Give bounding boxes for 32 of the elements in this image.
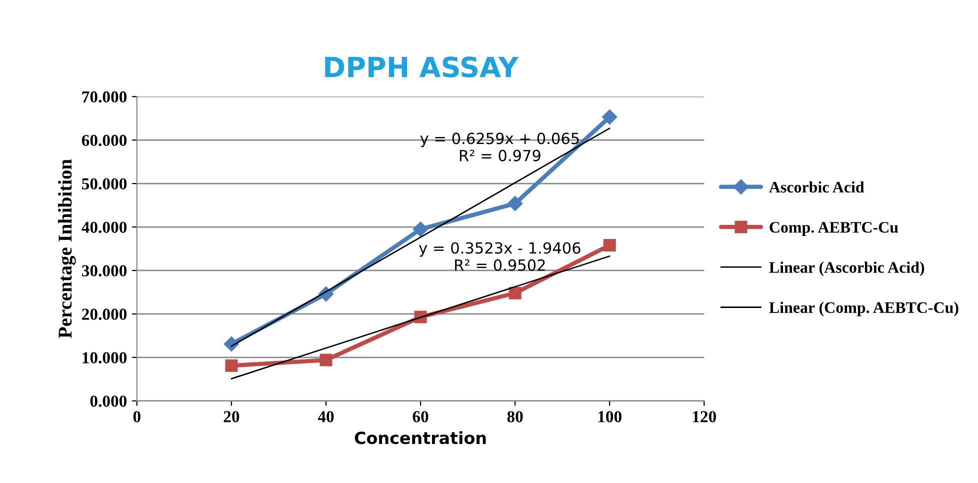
y-tick-label: 10.000 bbox=[82, 352, 127, 364]
legend-label: Linear (Comp. AEBTC-Cu) bbox=[769, 302, 958, 316]
y-tick-label: 30.000 bbox=[82, 265, 127, 276]
y-tick-label: 20.000 bbox=[82, 308, 127, 320]
x-tick-label: 60 bbox=[412, 411, 428, 422]
x-axis-title: Concentration bbox=[354, 431, 486, 444]
legend-label: Linear (Ascorbic Acid) bbox=[769, 262, 924, 276]
point bbox=[603, 239, 616, 252]
y-tick-label: 60.000 bbox=[82, 134, 127, 146]
point bbox=[224, 336, 240, 352]
annotation: y = 0.3523x - 1.9406 R² = 0.9502 bbox=[419, 242, 580, 271]
point bbox=[320, 354, 332, 366]
x-tick-label: 100 bbox=[598, 411, 622, 422]
x-tick-label: 80 bbox=[507, 411, 523, 422]
y-tick-label: 70.000 bbox=[82, 91, 127, 103]
x-tick-label: 40 bbox=[318, 411, 334, 422]
point bbox=[412, 222, 428, 237]
y-tick-label: 50.000 bbox=[82, 178, 127, 190]
y-tick-label: 0.000 bbox=[90, 396, 127, 407]
chart-title: DPPH ASSAY bbox=[325, 56, 519, 78]
legend-label: Comp. AEBTC-Cu bbox=[770, 222, 898, 236]
annotation: y = 0.6259x + 0.065 R² = 0.979 bbox=[420, 132, 579, 162]
x-tick-label: 20 bbox=[224, 411, 240, 422]
point bbox=[602, 109, 618, 125]
point bbox=[225, 359, 238, 372]
y-axis-title: Percentage Inhibition bbox=[58, 159, 76, 338]
point bbox=[508, 196, 523, 212]
x-tick-label: 120 bbox=[692, 411, 716, 422]
y-tick-label: 40.000 bbox=[82, 222, 127, 234]
x-tick-label: 0 bbox=[133, 411, 140, 422]
legend-label: Ascorbic Acid bbox=[769, 181, 864, 193]
point bbox=[508, 286, 522, 300]
